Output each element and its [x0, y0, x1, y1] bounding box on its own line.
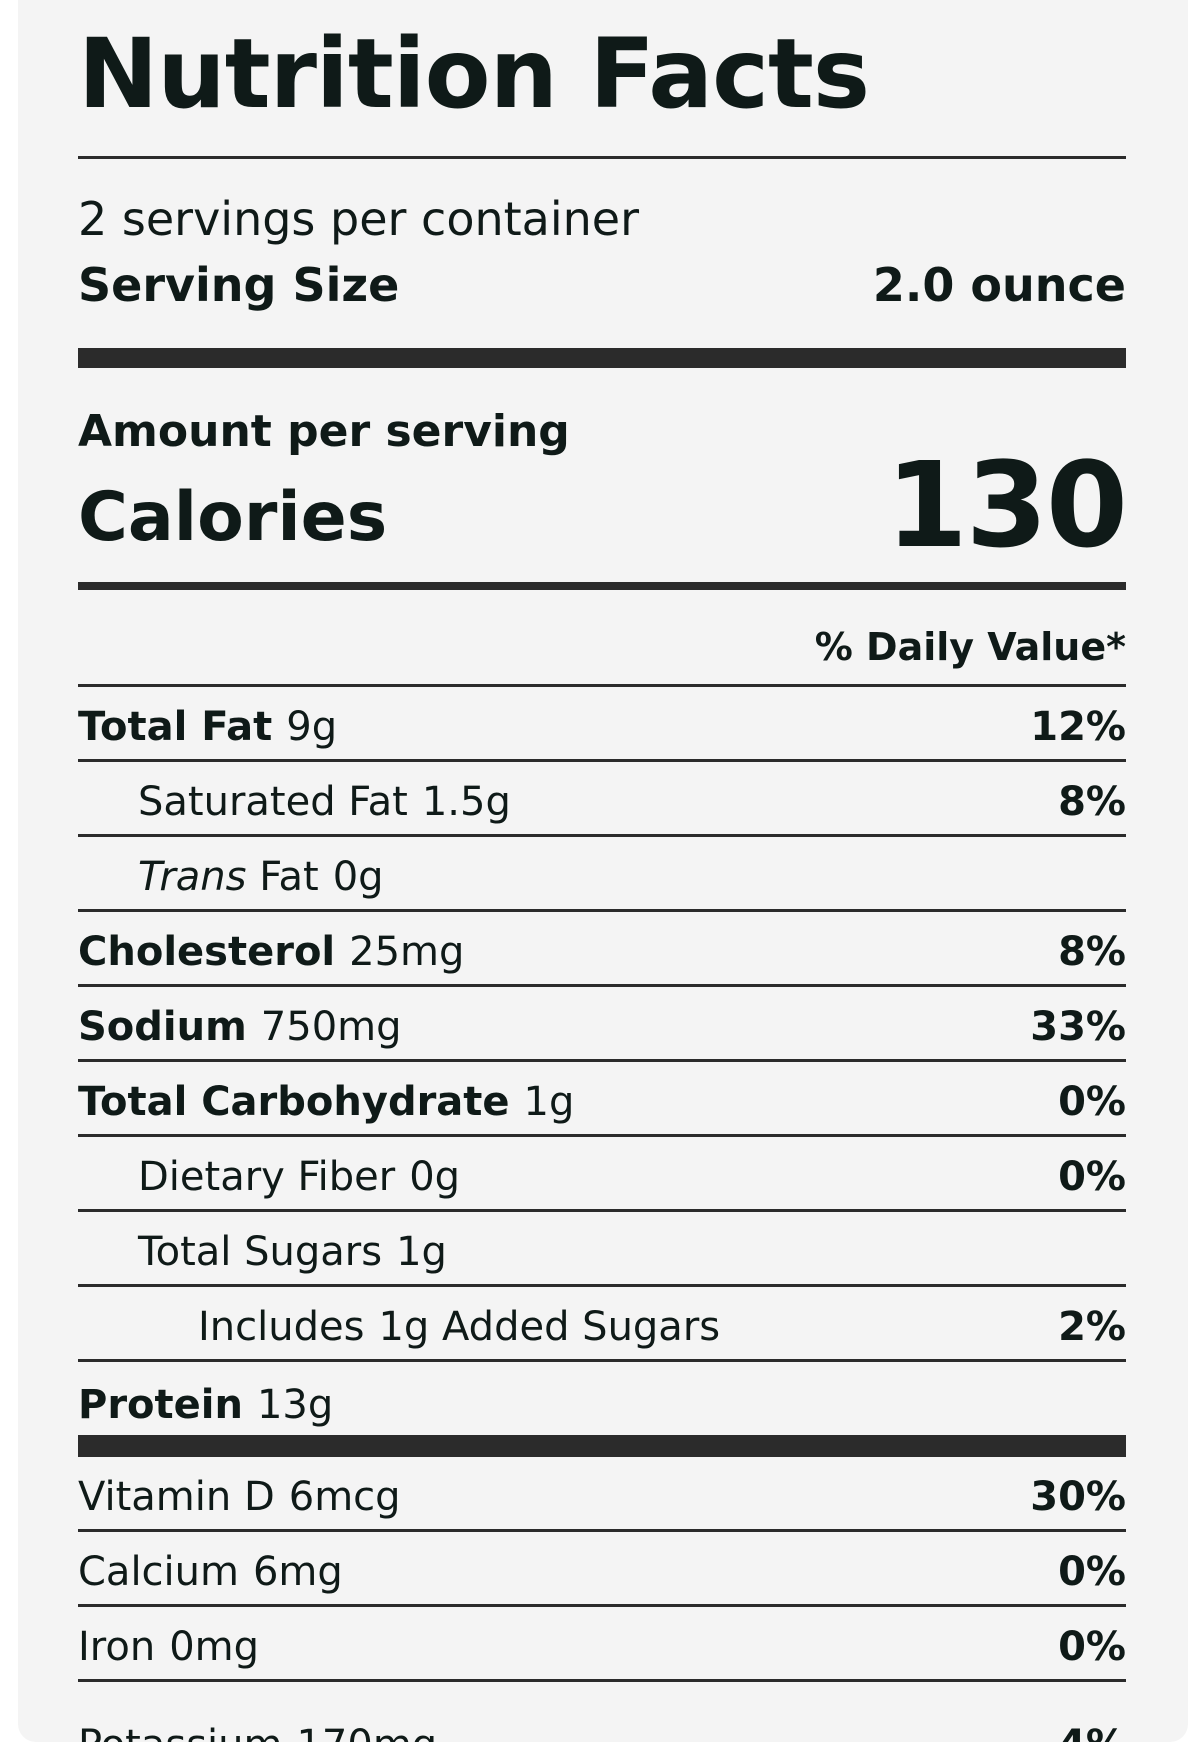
servings-per-container: 2 servings per container: [78, 192, 640, 246]
nutrient-daily-value: 8%: [1058, 929, 1126, 975]
nutrient-name: Fat: [259, 854, 319, 900]
nutrient-amount: 1g: [523, 1079, 575, 1125]
vitamin-name: Vitamin D: [78, 1474, 275, 1520]
vitamin-daily-value: 0%: [1058, 1549, 1126, 1595]
vitamin-name: Calcium: [78, 1549, 239, 1595]
nutrient-amount: 25mg: [349, 929, 465, 975]
nutrient-name: Protein: [78, 1382, 243, 1428]
panel-title: Nutrition Facts: [78, 18, 870, 130]
nutrient-daily-value: 0%: [1058, 1154, 1126, 1200]
nutrient-name: Saturated Fat: [138, 779, 408, 825]
vitamin-daily-value: 0%: [1058, 1624, 1126, 1670]
nutrient-name: Total Carbohydrate: [78, 1079, 510, 1125]
nutrient-name: Added Sugars: [442, 1304, 721, 1350]
nutrient-amount: 9g: [286, 704, 338, 750]
vitamin-amount: 6mg: [252, 1549, 343, 1595]
nutrient-amount: 1g: [396, 1229, 447, 1275]
vitamin-row-iron: Iron 0mg 0%: [78, 1607, 1126, 1682]
nutrient-name: Dietary Fiber: [138, 1154, 396, 1200]
amount-per-serving: Amount per serving: [78, 406, 570, 457]
nutrient-amount: 0g: [409, 1154, 461, 1200]
nutrient-row-sodium: Sodium 750mg 33%: [78, 987, 1126, 1062]
vitamin-daily-value: 4%: [1058, 1725, 1126, 1742]
nutrient-amount: 13g: [256, 1382, 334, 1428]
nutrient-row-cholesterol: Cholesterol 25mg 8%: [78, 912, 1126, 987]
thin-divider: [78, 684, 1126, 687]
nutrient-daily-value: 33%: [1030, 1004, 1126, 1050]
medium-divider: [78, 582, 1126, 590]
nutrient-name: Sodium: [78, 1004, 247, 1050]
vitamin-row-vitamin-d: Vitamin D 6mcg 30%: [78, 1457, 1126, 1532]
nutrient-name: Total Sugars: [138, 1229, 383, 1275]
nutrient-daily-value: 0%: [1058, 1079, 1126, 1125]
vitamin-row-potassium: Potassium 170mg 4%: [78, 1682, 1126, 1742]
daily-value-header: % Daily Value*: [814, 625, 1126, 669]
vitamin-amount: 170mg: [296, 1722, 437, 1742]
nutrient-daily-value: 12%: [1030, 704, 1126, 750]
nutrient-prefix: Includes: [198, 1304, 365, 1350]
calories-label: Calories: [78, 478, 388, 557]
calories-value: 130: [885, 436, 1128, 574]
serving-size-label: Serving Size: [78, 258, 400, 312]
nutrient-amount: 0g: [332, 854, 384, 900]
nutrient-name: Total Fat: [78, 704, 273, 750]
nutrient-row-total-carbohydrate: Total Carbohydrate 1g 0%: [78, 1062, 1126, 1137]
nutrient-daily-value: 2%: [1058, 1304, 1126, 1350]
nutrient-row-total-fat: Total Fat 9g 12%: [78, 687, 1126, 762]
vitamin-daily-value: 30%: [1030, 1474, 1126, 1520]
vitamin-name: Iron: [78, 1624, 156, 1670]
nutrient-row-total-sugars: Total Sugars 1g: [78, 1212, 1126, 1287]
nutrient-row-added-sugars: Includes 1g Added Sugars 2%: [78, 1287, 1126, 1362]
vitamin-amount: 0mg: [169, 1624, 259, 1670]
nutrient-amount: 1.5g: [421, 779, 511, 825]
thick-divider: [78, 1435, 1126, 1457]
nutrient-row-dietary-fiber: Dietary Fiber 0g 0%: [78, 1137, 1126, 1212]
vitamin-name: Potassium: [78, 1722, 282, 1742]
nutrition-facts-panel: Nutrition Facts 2 servings per container…: [18, 0, 1188, 1742]
thick-divider: [78, 348, 1126, 368]
nutrient-amount: 1g: [378, 1304, 430, 1350]
nutrient-row-saturated-fat: Saturated Fat 1.5g 8%: [78, 762, 1126, 837]
nutrient-name-italic: Trans: [138, 854, 247, 900]
vitamin-amount: 6mcg: [288, 1474, 401, 1520]
nutrient-row-trans-fat: Trans Fat 0g: [78, 837, 1126, 912]
thin-divider: [78, 156, 1126, 159]
nutrient-name: Cholesterol: [78, 929, 336, 975]
nutrient-amount: 750mg: [260, 1004, 402, 1050]
serving-size-value: 2.0 ounce: [872, 258, 1126, 312]
nutrient-daily-value: 8%: [1058, 779, 1126, 825]
vitamin-row-calcium: Calcium 6mg 0%: [78, 1532, 1126, 1607]
nutrient-row-protein: Protein 13g: [78, 1362, 1126, 1437]
